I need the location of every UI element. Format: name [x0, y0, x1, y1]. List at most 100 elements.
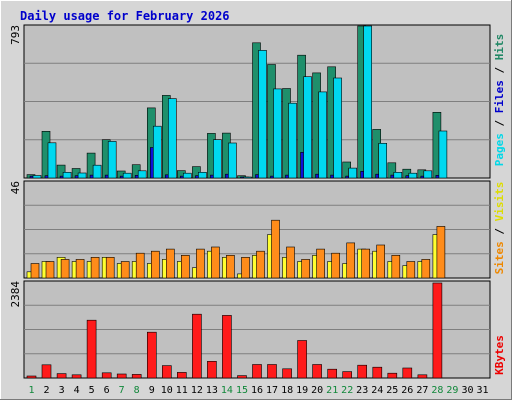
- x-tick-day-11: 11: [176, 385, 188, 396]
- visits-bar-sites-day-17: [271, 219, 280, 279]
- x-tick-day-28: 28: [431, 385, 443, 396]
- x-tick-day-7: 7: [119, 385, 125, 396]
- visits-ymax-label: 46: [9, 181, 22, 194]
- visits-bar-sites-day-24: [376, 244, 386, 279]
- x-tick-day-12: 12: [191, 385, 203, 396]
- hits-bar-pages-day-9: [153, 125, 162, 179]
- hits-bar-pages-day-14: [228, 142, 237, 179]
- x-tick-day-23: 23: [356, 385, 368, 396]
- kbytes-bar-kbytes-day-4: [71, 374, 82, 379]
- visits-bar-sites-day-1: [30, 263, 40, 279]
- kbytes-bar-kbytes-day-7: [116, 373, 127, 379]
- visits-bar-sites-day-20: [316, 248, 325, 279]
- hits-bar-pages-day-2: [47, 142, 57, 179]
- x-tick-day-6: 6: [104, 385, 110, 396]
- hits-bar-pages-day-12: [198, 172, 207, 179]
- hits-bar-pages-day-22: [348, 167, 358, 179]
- x-tick-day-17: 17: [266, 385, 278, 396]
- hits-bar-pages-day-27: [423, 170, 433, 179]
- visits-bar-sites-day-2: [45, 261, 55, 279]
- hits-bar-pages-day-13: [213, 139, 222, 179]
- kbytes-bar-kbytes-day-19: [297, 340, 307, 379]
- x-tick-day-25: 25: [386, 385, 398, 396]
- kbytes-bar-kbytes-day-3: [56, 373, 67, 379]
- kbytes-bar-kbytes-day-20: [312, 364, 322, 379]
- hits-bar-pages-day-1: [32, 175, 42, 179]
- x-tick-day-27: 27: [416, 385, 428, 396]
- visits-bar-sites-day-4: [75, 259, 85, 279]
- visits-bar-sites-day-15: [241, 256, 250, 279]
- visits-bar-sites-day-22: [346, 242, 356, 279]
- visits-bar-sites-day-27: [421, 259, 431, 279]
- hits-bar-pages-day-26: [408, 172, 418, 179]
- kbytes-bar-kbytes-day-1: [26, 375, 37, 379]
- kbytes-ymax-label: 2384: [9, 281, 22, 308]
- kbytes-bar-kbytes-day-21: [327, 368, 338, 379]
- kbytes-bar-kbytes-day-8: [131, 374, 142, 379]
- hits-bar-pages-day-15: [243, 176, 252, 179]
- x-tick-day-20: 20: [311, 385, 323, 396]
- kbytes-bar-kbytes-day-23: [357, 364, 368, 379]
- kbytes-bar-kbytes-day-26: [402, 367, 413, 379]
- x-tick-day-13: 13: [206, 385, 218, 396]
- kbytes-bar-kbytes-day-22: [342, 371, 353, 379]
- kbytes-bar-kbytes-day-2: [41, 364, 52, 379]
- kbytes-bar-kbytes-day-27: [417, 374, 428, 379]
- kbytes-bar-kbytes-day-10: [162, 365, 172, 379]
- hits-bar-pages-day-24: [378, 143, 388, 179]
- kbytes-bar-kbytes-day-6: [101, 372, 112, 379]
- hits-bar-pages-day-3: [62, 172, 72, 179]
- hits-bar-pages-day-17: [273, 88, 282, 179]
- hits-bar-pages-day-21: [333, 77, 342, 179]
- kbytes-bar-kbytes-day-25: [387, 372, 398, 379]
- hits-ymax-label: 793: [9, 25, 22, 45]
- hits-bar-pages-day-10: [168, 98, 177, 179]
- hits-panel: 793 Pages / Files / Hits: [9, 24, 506, 179]
- x-tick-day-31: 31: [476, 385, 488, 396]
- kbytes-bar-kbytes-day-11: [177, 372, 187, 379]
- x-tick-day-4: 4: [74, 385, 80, 396]
- hits-legend-label: Pages / Files / Hits: [493, 34, 506, 167]
- x-tick-day-15: 15: [236, 385, 248, 396]
- visits-bar-sites-day-5: [90, 256, 100, 279]
- kbytes-bar-kbytes-day-12: [192, 313, 202, 379]
- hits-bar-pages-day-20: [318, 91, 327, 179]
- x-tick-day-2: 2: [43, 385, 49, 396]
- kbytes-bar-kbytes-day-28: [432, 282, 443, 379]
- visits-panel: 46 Sites / Visits: [9, 180, 506, 279]
- hits-bar-pages-day-23: [363, 25, 373, 179]
- visits-bar-sites-day-3: [60, 259, 70, 279]
- visits-bar-sites-day-25: [391, 255, 401, 279]
- kbytes-bar-kbytes-day-13: [207, 360, 217, 379]
- kbytes-bar-kbytes-day-14: [222, 315, 232, 379]
- hits-bar-pages-day-19: [303, 76, 312, 179]
- hits-bar-pages-day-6: [107, 141, 117, 179]
- kbytes-legend-label: KBytes: [493, 335, 506, 375]
- hits-bar-pages-day-8: [137, 170, 147, 179]
- x-tick-day-29: 29: [446, 385, 458, 396]
- kbytes-bar-kbytes-day-5: [86, 319, 97, 379]
- visits-bar-sites-day-21: [331, 252, 340, 279]
- x-tick-day-14: 14: [221, 385, 233, 396]
- visits-bar-sites-day-19: [301, 259, 310, 279]
- x-tick-day-18: 18: [281, 385, 293, 396]
- kbytes-bar-kbytes-day-24: [372, 366, 383, 379]
- visits-bar-sites-day-9: [151, 250, 160, 279]
- x-tick-day-26: 26: [401, 385, 413, 396]
- visits-bar-sites-day-23: [361, 248, 371, 279]
- visits-bar-sites-day-26: [406, 261, 416, 279]
- kbytes-bar-kbytes-day-18: [282, 368, 292, 379]
- x-tick-day-30: 30: [461, 385, 473, 396]
- visits-bar-sites-day-13: [211, 246, 220, 279]
- x-tick-day-24: 24: [371, 385, 383, 396]
- x-tick-day-3: 3: [59, 385, 65, 396]
- hits-bar-pages-day-18: [288, 102, 297, 179]
- visits-bar-sites-day-7: [120, 261, 130, 279]
- x-tick-day-22: 22: [341, 385, 353, 396]
- x-tick-day-1: 1: [28, 385, 34, 396]
- x-tick-day-16: 16: [251, 385, 263, 396]
- kbytes-panel: 2384 KBytes: [9, 280, 506, 379]
- x-tick-day-21: 21: [326, 385, 338, 396]
- hits-bar-pages-day-25: [393, 172, 403, 179]
